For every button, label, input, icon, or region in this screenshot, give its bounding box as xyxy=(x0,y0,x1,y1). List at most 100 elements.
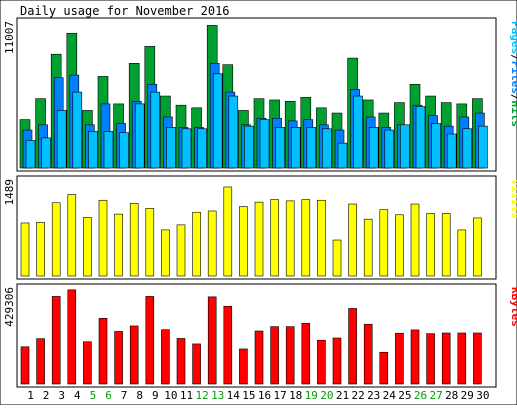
bar-kbytes-day-30 xyxy=(473,332,482,385)
bar-visits-day-17 xyxy=(270,199,279,277)
bar-visits-day-13 xyxy=(207,210,217,277)
chart-title: Daily usage for November 2016 xyxy=(20,4,230,18)
legend-entry: / xyxy=(509,54,517,61)
bar-visits-day-11 xyxy=(176,224,186,277)
bar-kbytes-day-18 xyxy=(285,326,295,385)
bar-kbytes-day-8 xyxy=(129,325,139,385)
bar-pages-day-28 xyxy=(446,133,457,169)
bar-pages-day-7 xyxy=(119,132,129,169)
bar-pages-day-5 xyxy=(88,131,98,169)
bar-visits-day-1 xyxy=(20,222,30,277)
bar-pages-day-29 xyxy=(462,128,473,169)
bar-kbytes-day-4 xyxy=(67,289,77,385)
bar-visits-day-8 xyxy=(129,203,139,277)
x-tick-label-28: 28 xyxy=(445,389,458,402)
x-tick-label-8: 8 xyxy=(136,389,143,402)
bar-pages-day-11 xyxy=(181,128,192,169)
bar-kbytes-day-12 xyxy=(192,343,201,385)
x-tick-label-30: 30 xyxy=(476,389,489,402)
bar-visits-day-14 xyxy=(223,186,233,277)
x-tick-label-1: 1 xyxy=(27,389,34,402)
legend-entry: Pages xyxy=(509,21,517,54)
x-tick-label-19: 19 xyxy=(305,389,318,402)
bar-visits-day-18 xyxy=(285,200,295,277)
bar-pages-day-13 xyxy=(212,73,223,169)
bar-visits-day-3 xyxy=(51,202,61,277)
bar-visits-day-23 xyxy=(363,218,373,277)
bar-kbytes-day-1 xyxy=(20,346,30,385)
bar-pages-day-3 xyxy=(56,110,67,169)
x-tick-label-22: 22 xyxy=(351,389,364,402)
bar-kbytes-day-25 xyxy=(395,332,404,385)
bar-visits-day-9 xyxy=(145,208,155,277)
bar-pages-day-10 xyxy=(166,127,176,169)
bar-pages-day-21 xyxy=(337,142,348,169)
x-tick-label-14: 14 xyxy=(227,389,241,402)
bar-pages-day-23 xyxy=(368,127,379,169)
hits-files-pages-legend: Pages/Files/Hits xyxy=(509,21,517,127)
x-tick-label-6: 6 xyxy=(105,389,112,402)
bar-kbytes-day-19 xyxy=(301,323,311,385)
bar-visits-day-5 xyxy=(83,216,92,277)
bar-visits-day-19 xyxy=(301,199,311,277)
legend-entry: Visits xyxy=(509,179,517,219)
x-tick-label-20: 20 xyxy=(320,389,333,402)
x-tick-label-15: 15 xyxy=(242,389,255,402)
bar-visits-day-21 xyxy=(332,239,342,277)
bar-kbytes-day-16 xyxy=(254,330,264,385)
bar-pages-day-19 xyxy=(306,127,317,169)
bar-pages-day-1 xyxy=(25,140,36,169)
bar-pages-day-22 xyxy=(353,95,363,169)
bar-visits-day-29 xyxy=(457,229,467,277)
bar-kbytes-day-28 xyxy=(441,332,451,385)
bar-kbytes-day-9 xyxy=(145,296,155,385)
bar-visits-day-12 xyxy=(192,211,201,277)
bar-kbytes-day-17 xyxy=(270,326,279,385)
bar-visits-day-30 xyxy=(473,217,482,277)
x-tick-label-17: 17 xyxy=(273,389,286,402)
bar-kbytes-day-20 xyxy=(317,339,326,385)
bar-visits-day-4 xyxy=(67,194,77,277)
bar-pages-day-2 xyxy=(41,137,51,169)
bar-visits-day-27 xyxy=(426,213,435,277)
bar-kbytes-day-21 xyxy=(332,337,342,385)
x-tick-label-2: 2 xyxy=(43,389,50,402)
bar-kbytes-day-14 xyxy=(223,305,233,385)
x-tick-label-10: 10 xyxy=(164,389,177,402)
bar-visits-day-10 xyxy=(161,229,170,277)
kbytes-legend: KBytes xyxy=(509,287,517,327)
bar-visits-day-2 xyxy=(36,222,45,277)
bar-pages-day-18 xyxy=(290,127,301,169)
bar-kbytes-day-7 xyxy=(114,331,123,385)
bar-visits-day-22 xyxy=(348,203,357,277)
legend-entry: KBytes xyxy=(509,287,517,327)
bar-visits-day-6 xyxy=(98,199,108,277)
bar-visits-day-7 xyxy=(114,213,123,277)
bar-pages-day-6 xyxy=(103,131,114,169)
bar-visits-day-26 xyxy=(410,203,420,277)
bar-kbytes-day-27 xyxy=(426,333,435,385)
bar-kbytes-day-11 xyxy=(176,338,186,385)
x-tick-label-27: 27 xyxy=(429,389,442,402)
bar-kbytes-day-24 xyxy=(379,351,389,385)
x-tick-label-3: 3 xyxy=(58,389,65,402)
x-tick-label-4: 4 xyxy=(74,389,81,402)
x-tick-label-13: 13 xyxy=(211,389,224,402)
bar-visits-day-28 xyxy=(441,213,451,277)
x-tick-label-7: 7 xyxy=(121,389,128,402)
x-tick-label-5: 5 xyxy=(90,389,97,402)
bar-pages-day-30 xyxy=(478,125,488,169)
bar-pages-day-12 xyxy=(197,128,207,169)
kbytes-ymax-label: 429306 xyxy=(3,287,16,327)
visits-panel: 1489 Visits xyxy=(3,175,517,280)
bar-pages-day-27 xyxy=(431,123,441,169)
bar-pages-day-24 xyxy=(384,129,395,169)
visits-ymax-label: 1489 xyxy=(3,179,16,206)
bar-kbytes-day-5 xyxy=(83,341,92,385)
bar-pages-day-15 xyxy=(244,125,254,169)
x-tick-label-23: 23 xyxy=(367,389,380,402)
hits-files-pages-ymax-label: 11007 xyxy=(3,21,16,54)
legend-entry: Files xyxy=(509,61,517,94)
bar-visits-day-24 xyxy=(379,209,389,277)
